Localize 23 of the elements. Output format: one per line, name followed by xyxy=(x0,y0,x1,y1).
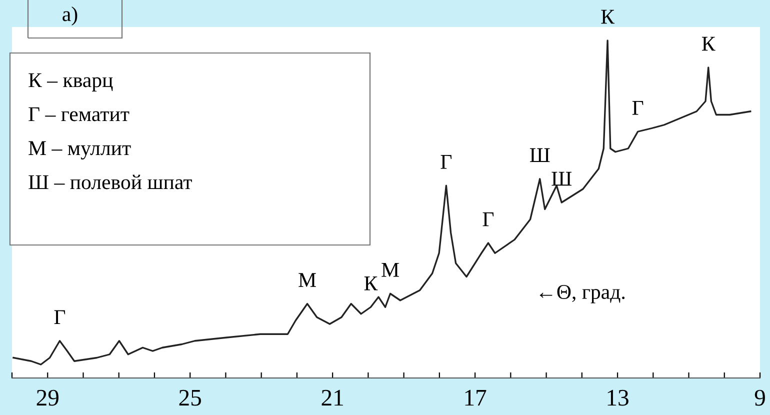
annotation: К xyxy=(601,10,615,24)
annotation: К xyxy=(702,36,716,51)
annotation: К – кварц xyxy=(28,73,113,92)
text: а) xyxy=(62,6,78,26)
annotation: М – муллит xyxy=(28,141,131,160)
annotation: М xyxy=(298,273,316,287)
annotation: Ш – полевой шпат xyxy=(28,174,192,190)
annotation: Г xyxy=(632,101,644,115)
x-tick-label: 9 xyxy=(754,390,765,406)
annotation: Г xyxy=(482,212,494,226)
annotation: Г xyxy=(440,155,452,169)
x-axis-title: ←Θ, град. xyxy=(540,284,625,304)
annotation: К xyxy=(364,276,378,290)
x-tick-label: 29 xyxy=(36,390,58,406)
annotation: Ш xyxy=(552,172,572,186)
annotation: Г – гематит xyxy=(28,107,130,122)
x-tick-label: 13 xyxy=(608,390,628,406)
x-tick-label: 25 xyxy=(179,390,201,406)
annotation: М xyxy=(382,263,399,277)
x-tick-label: 17 xyxy=(465,390,486,406)
annotation: Г xyxy=(54,310,66,324)
annotation: Ш xyxy=(530,148,550,162)
x-tick-label: 21 xyxy=(322,390,343,406)
